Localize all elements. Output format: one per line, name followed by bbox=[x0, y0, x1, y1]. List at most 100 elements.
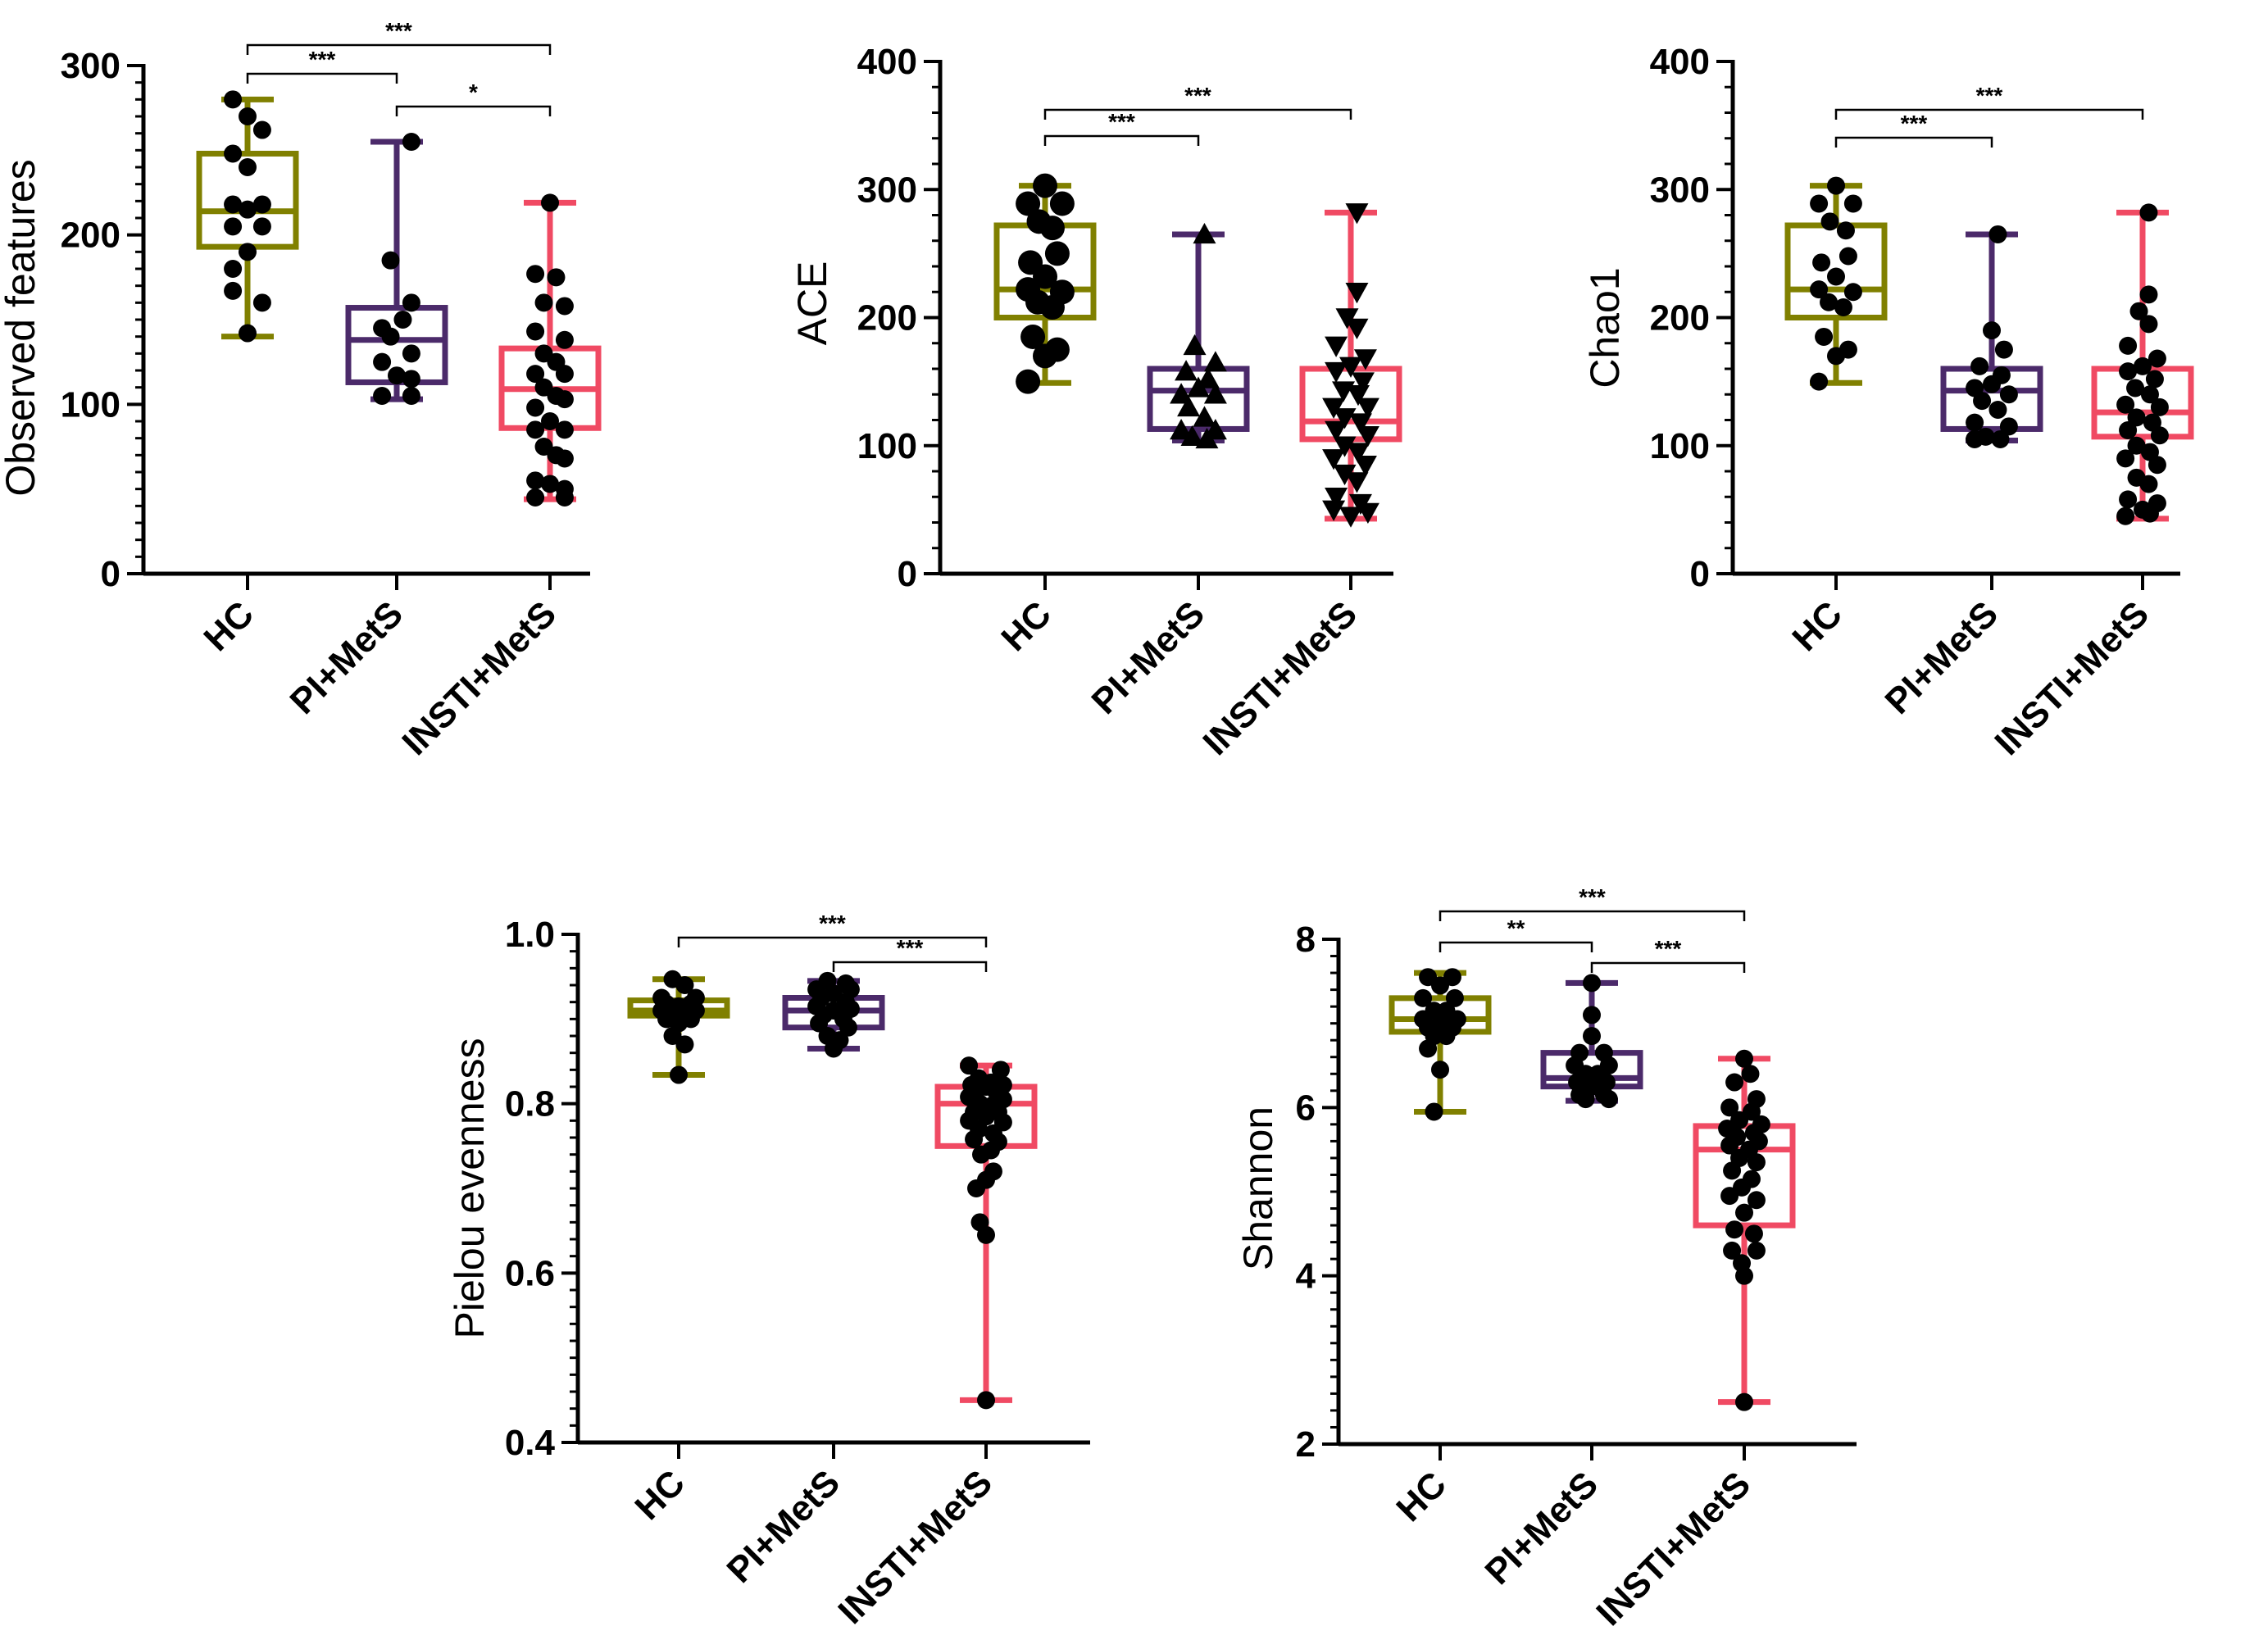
data-point bbox=[1820, 293, 1838, 311]
box-hc bbox=[1389, 968, 1492, 1121]
sig-label: *** bbox=[1579, 884, 1606, 910]
data-point bbox=[2127, 408, 2146, 427]
data-point bbox=[1345, 318, 1369, 339]
data-point bbox=[555, 365, 574, 384]
data-point bbox=[541, 193, 559, 212]
data-point bbox=[991, 1061, 1010, 1079]
data-point bbox=[960, 1056, 979, 1075]
data-point bbox=[1583, 974, 1601, 993]
sig-line bbox=[1834, 136, 1993, 148]
box-insti-mets bbox=[934, 1056, 1038, 1410]
data-point bbox=[381, 327, 400, 346]
data-point bbox=[1988, 401, 2007, 419]
sig-label: *** bbox=[1184, 83, 1211, 108]
data-point bbox=[2145, 370, 2164, 388]
data-point bbox=[1345, 203, 1369, 225]
sig-line bbox=[1043, 108, 1352, 120]
sig-label: *** bbox=[385, 18, 412, 43]
data-point bbox=[1353, 455, 1377, 477]
data-point bbox=[977, 1391, 995, 1410]
data-point bbox=[2139, 475, 2158, 493]
significance-bracket: *** bbox=[1439, 884, 1746, 921]
data-point bbox=[1437, 1027, 1456, 1046]
box-insti-mets bbox=[498, 193, 602, 507]
sig-line bbox=[677, 936, 988, 947]
data-point bbox=[2150, 426, 2169, 445]
data-point bbox=[1425, 1102, 1443, 1121]
data-point bbox=[1203, 351, 1227, 372]
data-point bbox=[1039, 216, 1065, 241]
data-point bbox=[1812, 253, 1831, 272]
data-point bbox=[839, 1018, 857, 1037]
significance-bracket: *** bbox=[1043, 83, 1352, 120]
data-point bbox=[1725, 1220, 1744, 1239]
data-point bbox=[1827, 267, 1845, 286]
data-point bbox=[1735, 1266, 1753, 1285]
box-iqr bbox=[2091, 366, 2194, 440]
data-point bbox=[825, 1039, 843, 1058]
sig-line bbox=[395, 105, 552, 116]
data-point bbox=[1744, 1224, 1763, 1243]
data-point bbox=[1322, 449, 1346, 470]
sig-label: *** bbox=[1108, 109, 1135, 134]
data-point bbox=[402, 293, 420, 312]
data-point bbox=[2119, 336, 2138, 355]
x-category-label: INSTI+MetS bbox=[830, 1462, 1000, 1632]
sig-line bbox=[1590, 961, 1746, 973]
data-point bbox=[1339, 507, 1362, 528]
data-point bbox=[2139, 315, 2158, 334]
data-point bbox=[1016, 191, 1041, 216]
data-point bbox=[1325, 336, 1348, 357]
data-point bbox=[1325, 488, 1348, 509]
x-category-label: PI+MetS bbox=[283, 593, 411, 722]
data-point bbox=[1431, 1061, 1449, 1079]
data-point bbox=[526, 398, 545, 417]
data-point bbox=[402, 387, 420, 405]
y-tick-label: 200 bbox=[857, 298, 917, 338]
data-point bbox=[2116, 395, 2135, 414]
sig-label: *** bbox=[897, 935, 924, 961]
box-pi-mets bbox=[1940, 225, 2043, 448]
y-axis-title: Chao1 bbox=[1582, 267, 1628, 388]
significance-bracket: *** bbox=[677, 911, 988, 947]
data-point bbox=[1025, 289, 1051, 315]
sig-line bbox=[246, 72, 398, 84]
data-point bbox=[373, 352, 392, 371]
significance-bracket: *** bbox=[1834, 111, 1993, 148]
data-point bbox=[810, 1014, 829, 1033]
sig-label: *** bbox=[1901, 111, 1928, 136]
data-point bbox=[1810, 372, 1829, 391]
y-tick-label: 0 bbox=[1690, 554, 1710, 594]
x-category-label: HC bbox=[1389, 1464, 1454, 1529]
data-point bbox=[239, 107, 257, 125]
data-point bbox=[1576, 1090, 1595, 1109]
x-category-label: PI+MetS bbox=[1084, 593, 1213, 722]
data-point bbox=[381, 251, 400, 270]
data-point bbox=[1419, 1039, 1438, 1058]
significance-bracket: *** bbox=[1590, 936, 1746, 973]
box-hc bbox=[627, 970, 730, 1084]
data-point bbox=[2134, 357, 2152, 375]
data-point bbox=[1356, 426, 1379, 447]
data-point bbox=[1196, 367, 1220, 388]
data-point bbox=[526, 471, 545, 490]
y-tick-label: 400 bbox=[857, 42, 917, 82]
box-pi-mets bbox=[782, 971, 885, 1058]
sig-line bbox=[832, 961, 988, 972]
sig-label: *** bbox=[309, 47, 336, 72]
y-tick-label: 2 bbox=[1296, 1424, 1316, 1465]
data-point bbox=[1195, 427, 1219, 449]
data-point bbox=[1983, 375, 2001, 393]
data-point bbox=[1735, 1049, 1753, 1068]
data-point bbox=[402, 370, 420, 388]
data-point bbox=[1834, 298, 1852, 316]
data-point bbox=[2140, 385, 2159, 404]
data-point bbox=[2134, 500, 2152, 519]
data-point bbox=[224, 281, 243, 300]
data-point bbox=[526, 322, 545, 341]
x-category-label: PI+MetS bbox=[1478, 1464, 1607, 1592]
data-point bbox=[388, 366, 406, 385]
data-point bbox=[1356, 397, 1379, 419]
